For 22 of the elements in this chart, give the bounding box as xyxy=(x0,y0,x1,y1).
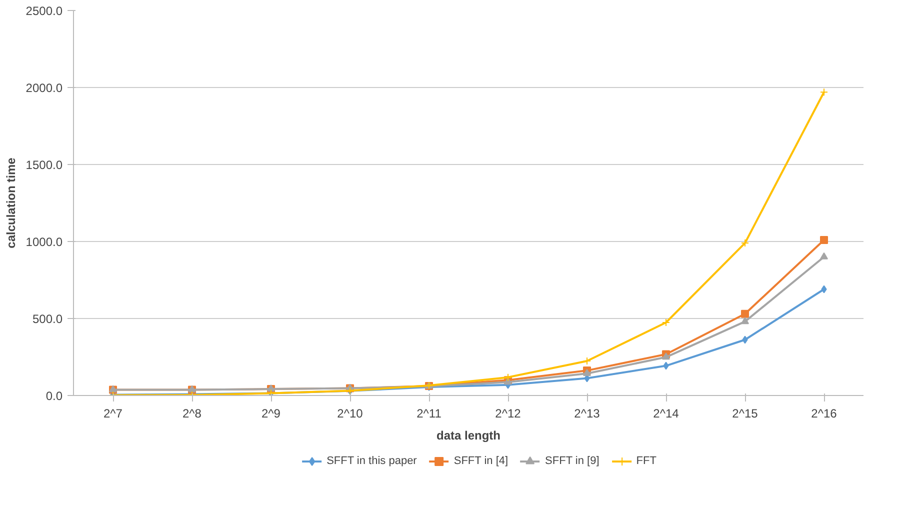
y-tick-label: 0.0 xyxy=(46,389,63,403)
legend-label: SFFT in [9] xyxy=(545,455,600,467)
x-tick-label: 2^8 xyxy=(182,406,202,420)
x-tick-label: 2^7 xyxy=(104,406,123,420)
legend-label: SFFT in [4] xyxy=(454,455,508,467)
y-tick-label: 2500.0 xyxy=(26,4,63,18)
y-tick-label: 1000.0 xyxy=(26,235,63,249)
x-tick-label: 2^9 xyxy=(262,406,281,420)
x-tick-label: 2^15 xyxy=(732,406,758,420)
y-tick-label: 500.0 xyxy=(32,312,63,326)
x-tick-label: 2^10 xyxy=(337,406,364,420)
x-axis-title: data length xyxy=(436,428,501,442)
x-tick-label: 2^12 xyxy=(495,406,522,420)
x-tick-label: 2^14 xyxy=(653,406,680,420)
legend-label: FFT xyxy=(636,455,656,467)
y-tick-label: 2000.0 xyxy=(26,81,63,95)
legend-label: SFFT in this paper xyxy=(326,455,417,467)
x-tick-label: 2^11 xyxy=(416,406,442,420)
y-axis-title: calculation time xyxy=(4,157,18,248)
x-tick-label: 2^13 xyxy=(574,406,600,420)
y-tick-label: 1500.0 xyxy=(26,158,63,172)
x-tick-label: 2^16 xyxy=(811,406,838,420)
